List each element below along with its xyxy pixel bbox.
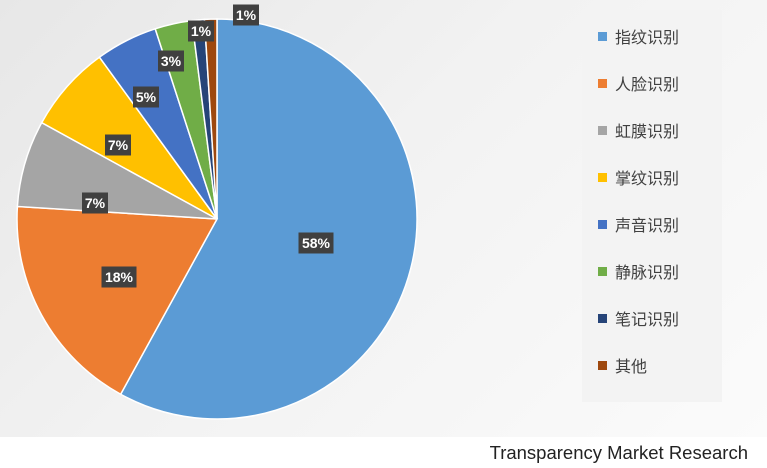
legend-swatch	[598, 78, 607, 88]
data-label-text: 1%	[236, 7, 257, 23]
data-label-8: 1%	[233, 4, 259, 26]
chart-legend: 指纹识别人脸识别虹膜识别掌纹识别声音识别静脉识别笔记识别其他	[582, 10, 722, 402]
data-label-box	[82, 192, 108, 214]
data-label-6: 3%	[158, 50, 184, 72]
legend-label: 声音识别	[615, 216, 680, 235]
legend-swatch	[598, 172, 607, 182]
data-label-box	[158, 50, 184, 72]
data-label-text: 5%	[136, 89, 157, 105]
pie-chart: 58% 18% 7% 7% 5% 3% 1% 1%	[16, 4, 418, 420]
data-label-5: 5%	[133, 86, 159, 108]
legend-swatch	[598, 266, 607, 276]
data-label-text: 58%	[302, 235, 331, 251]
legend-item: 人脸识别	[598, 71, 679, 95]
legend-swatch	[598, 360, 607, 370]
legend-item: 声音识别	[598, 212, 679, 236]
legend-label: 其他	[615, 357, 648, 376]
data-label-box	[188, 20, 214, 42]
data-label-text: 18%	[105, 269, 134, 285]
data-label-7: 1%	[188, 20, 214, 42]
data-label-1: 58%	[298, 232, 334, 254]
legend-swatch	[598, 31, 607, 41]
legend-swatch	[598, 125, 607, 135]
legend-label: 笔记识别	[615, 310, 680, 329]
legend-label: 人脸识别	[615, 75, 680, 94]
data-label-2: 18%	[101, 266, 137, 288]
pie-slice-1	[119, 18, 418, 420]
pie-slice-2	[16, 205, 219, 396]
pie-slice-8	[203, 18, 218, 220]
pie-slices	[16, 18, 418, 420]
data-label-text: 7%	[85, 195, 106, 211]
data-label-4: 7%	[105, 134, 131, 156]
legend-label: 掌纹识别	[615, 169, 680, 188]
legend-item: 其他	[598, 353, 647, 377]
legend-item: 静脉识别	[598, 259, 679, 283]
legend-label: 静脉识别	[615, 263, 680, 282]
legend-swatch	[598, 313, 607, 323]
legend-item: 掌纹识别	[598, 165, 679, 189]
source-credit: Transparency Market Research	[489, 442, 748, 463]
data-label-3: 7%	[82, 192, 108, 214]
legend-item: 虹膜识别	[598, 118, 679, 142]
legend-label: 虹膜识别	[615, 122, 680, 141]
data-label-box	[298, 232, 334, 254]
data-label-box	[101, 266, 137, 288]
data-label-box	[133, 86, 159, 108]
legend-item: 笔记识别	[598, 306, 679, 330]
pie-data-labels: 58% 18% 7% 7% 5% 3% 1% 1%	[82, 4, 334, 288]
legend-label: 指纹识别	[615, 28, 680, 47]
data-label-text: 1%	[191, 23, 212, 39]
legend-swatch	[598, 219, 607, 229]
data-label-text: 7%	[108, 137, 129, 153]
data-label-box	[233, 4, 259, 26]
data-label-box	[105, 134, 131, 156]
legend-item: 指纹识别	[598, 24, 679, 48]
data-label-text: 3%	[161, 53, 182, 69]
